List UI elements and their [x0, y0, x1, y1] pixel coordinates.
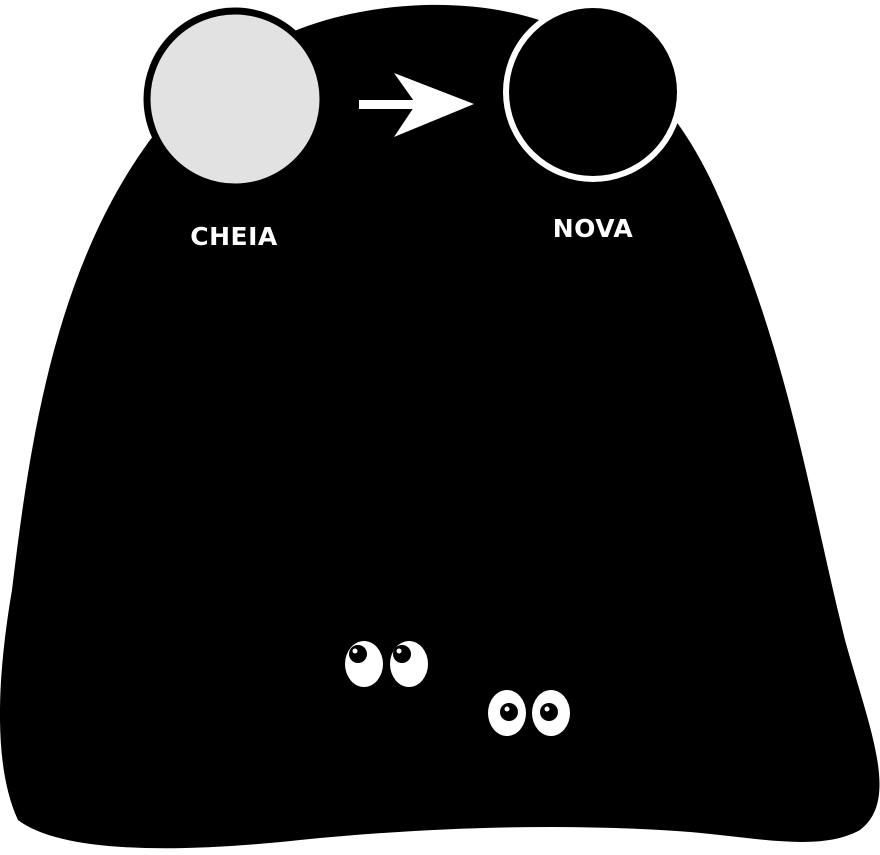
- new-moon-icon: [503, 2, 683, 182]
- full-moon-label: CHEIA: [190, 222, 278, 251]
- arrow-right-icon: [359, 73, 474, 137]
- dark-blob-shape: [0, 4, 880, 849]
- full-moon-icon: [143, 7, 327, 191]
- peeking-eyes-icon: [345, 641, 428, 687]
- peeking-eyes-icon: [488, 690, 570, 736]
- new-moon-label: NOVA: [552, 214, 634, 243]
